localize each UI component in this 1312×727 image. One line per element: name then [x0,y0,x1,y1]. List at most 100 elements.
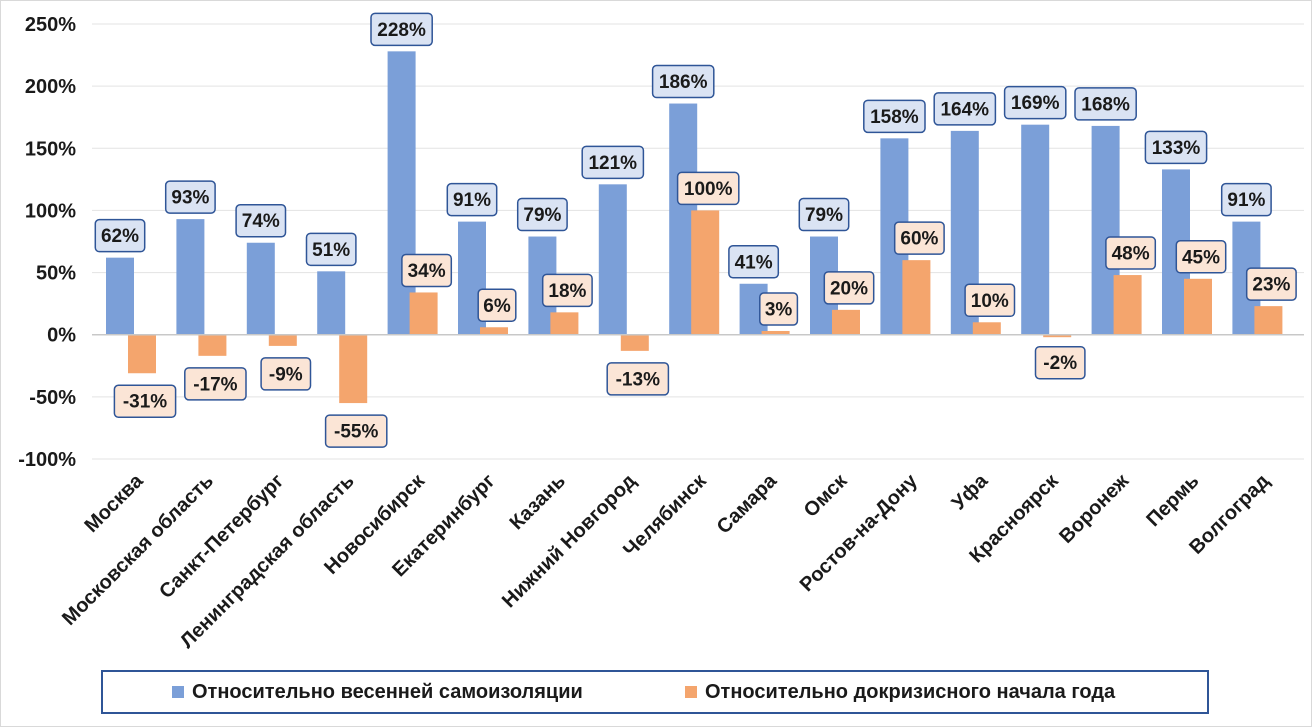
data-label-precrisis: 23% [1252,275,1290,296]
x-category-label: Москва [80,469,148,537]
data-label-spring-box [1074,87,1137,121]
data-label-precrisis: -55% [334,422,378,443]
bar-spring [598,184,627,335]
x-category-label: Санкт-Петербург [155,470,288,603]
x-category-label: Уфа [948,469,993,514]
y-tick-label: -50% [29,387,76,409]
data-label-precrisis-box [964,283,1016,318]
x-category-label: Самара [713,469,782,538]
data-label-spring: 79% [523,205,561,226]
bar-precrisis [480,327,508,335]
data-label-precrisis: 20% [830,278,868,299]
data-label-precrisis: 45% [1182,247,1220,268]
data-label-precrisis-box [1245,267,1297,301]
bar-precrisis [972,322,1001,335]
data-label-precrisis-box [1105,236,1157,270]
x-category-label: Ростов-на-Дону [796,469,923,596]
legend-label-spring: Относительно весенней самоизоляции [192,680,583,703]
data-label-precrisis-box [1034,345,1086,380]
data-label-spring-box [446,182,498,217]
data-label-spring: 121% [588,153,637,174]
data-label-spring-box [651,64,715,99]
data-label-spring: 158% [870,107,919,128]
data-label-spring: 186% [659,72,708,93]
data-label-spring-box [581,145,645,180]
data-label-precrisis: -31% [123,392,167,413]
bar-precrisis [902,260,931,335]
data-label-spring: 93% [171,188,209,209]
bar-precrisis [832,309,860,335]
data-label-precrisis: 3% [765,299,793,320]
data-label-spring-box [235,203,287,238]
y-tick-label: 100% [25,200,76,222]
bar-precrisis [268,334,297,346]
data-label-precrisis: 60% [900,229,938,250]
x-category-label: Пермь [1142,470,1203,531]
data-label-spring: 91% [1227,190,1265,211]
data-label-spring-box [1144,130,1208,165]
bar-spring [106,257,134,335]
data-label-precrisis-box [324,414,388,448]
legend-item-spring: Относительно весенней самоизоляции [172,672,583,712]
data-label-spring-box [863,99,926,134]
data-label-spring: 169% [1011,93,1060,114]
data-label-precrisis-box [260,357,312,391]
data-label-spring-box [516,197,568,232]
bar-precrisis [339,334,368,404]
data-label-spring-box [94,218,146,253]
bar-precrisis [1113,275,1142,335]
legend-swatch-spring [172,686,184,698]
data-label-spring: 164% [940,99,989,120]
data-label-precrisis: 6% [483,296,511,317]
data-label-spring: 133% [1152,138,1201,159]
x-category-label: Нижний Новгород [498,470,641,613]
data-label-precrisis-box [184,367,247,401]
data-label-precrisis-box [113,384,177,418]
y-tick-label: -100% [18,449,76,471]
bar-precrisis [1043,334,1072,338]
data-label-precrisis: 100% [684,179,733,200]
data-label-precrisis-box [606,362,670,396]
y-tick-label: 150% [25,138,76,160]
data-label-spring: 74% [242,211,280,232]
y-tick-label: 250% [25,14,76,36]
y-tick-label: 0% [47,325,76,347]
bar-precrisis [761,330,790,335]
bar-spring [317,271,346,335]
legend: Относительно весенней самоизоляции Относ… [101,670,1209,714]
data-label-spring: 51% [312,240,350,261]
data-label-precrisis: -9% [269,364,303,385]
data-label-precrisis: 48% [1112,244,1150,265]
data-label-precrisis-box [1175,240,1227,274]
bar-precrisis [550,312,579,335]
legend-item-precrisis: Относительно докризисного начала года [685,672,1115,712]
bar-precrisis [128,334,156,374]
data-label-spring: 79% [805,205,843,226]
legend-label-precrisis: Относительно докризисного начала года [705,680,1116,703]
data-label-precrisis-box [759,292,799,326]
data-label-spring-box [164,180,216,214]
data-label-precrisis-box [541,273,593,308]
bar-spring [1021,124,1050,335]
data-label-precrisis: 18% [548,281,586,302]
data-label-precrisis-box [676,171,740,206]
data-label-spring-box [933,92,997,126]
data-label-precrisis-box [893,221,945,255]
x-category-label: Воронеж [1055,469,1134,548]
data-label-spring: 168% [1081,94,1130,115]
data-label-spring-box [798,197,850,232]
data-label-precrisis: -17% [193,374,237,395]
bar-precrisis [1184,278,1212,335]
data-label-spring-box [305,232,357,267]
bar-precrisis [691,210,720,335]
data-label-spring-box [370,12,433,47]
y-tick-label: 200% [25,76,76,98]
data-label-spring: 41% [735,252,773,273]
data-label-precrisis: 34% [408,261,446,282]
bar-spring [176,219,205,335]
y-tick-label: 50% [36,263,76,285]
data-label-precrisis: -2% [1043,353,1077,374]
x-category-label: Омск [800,469,852,521]
data-label-spring-box [1220,182,1272,217]
